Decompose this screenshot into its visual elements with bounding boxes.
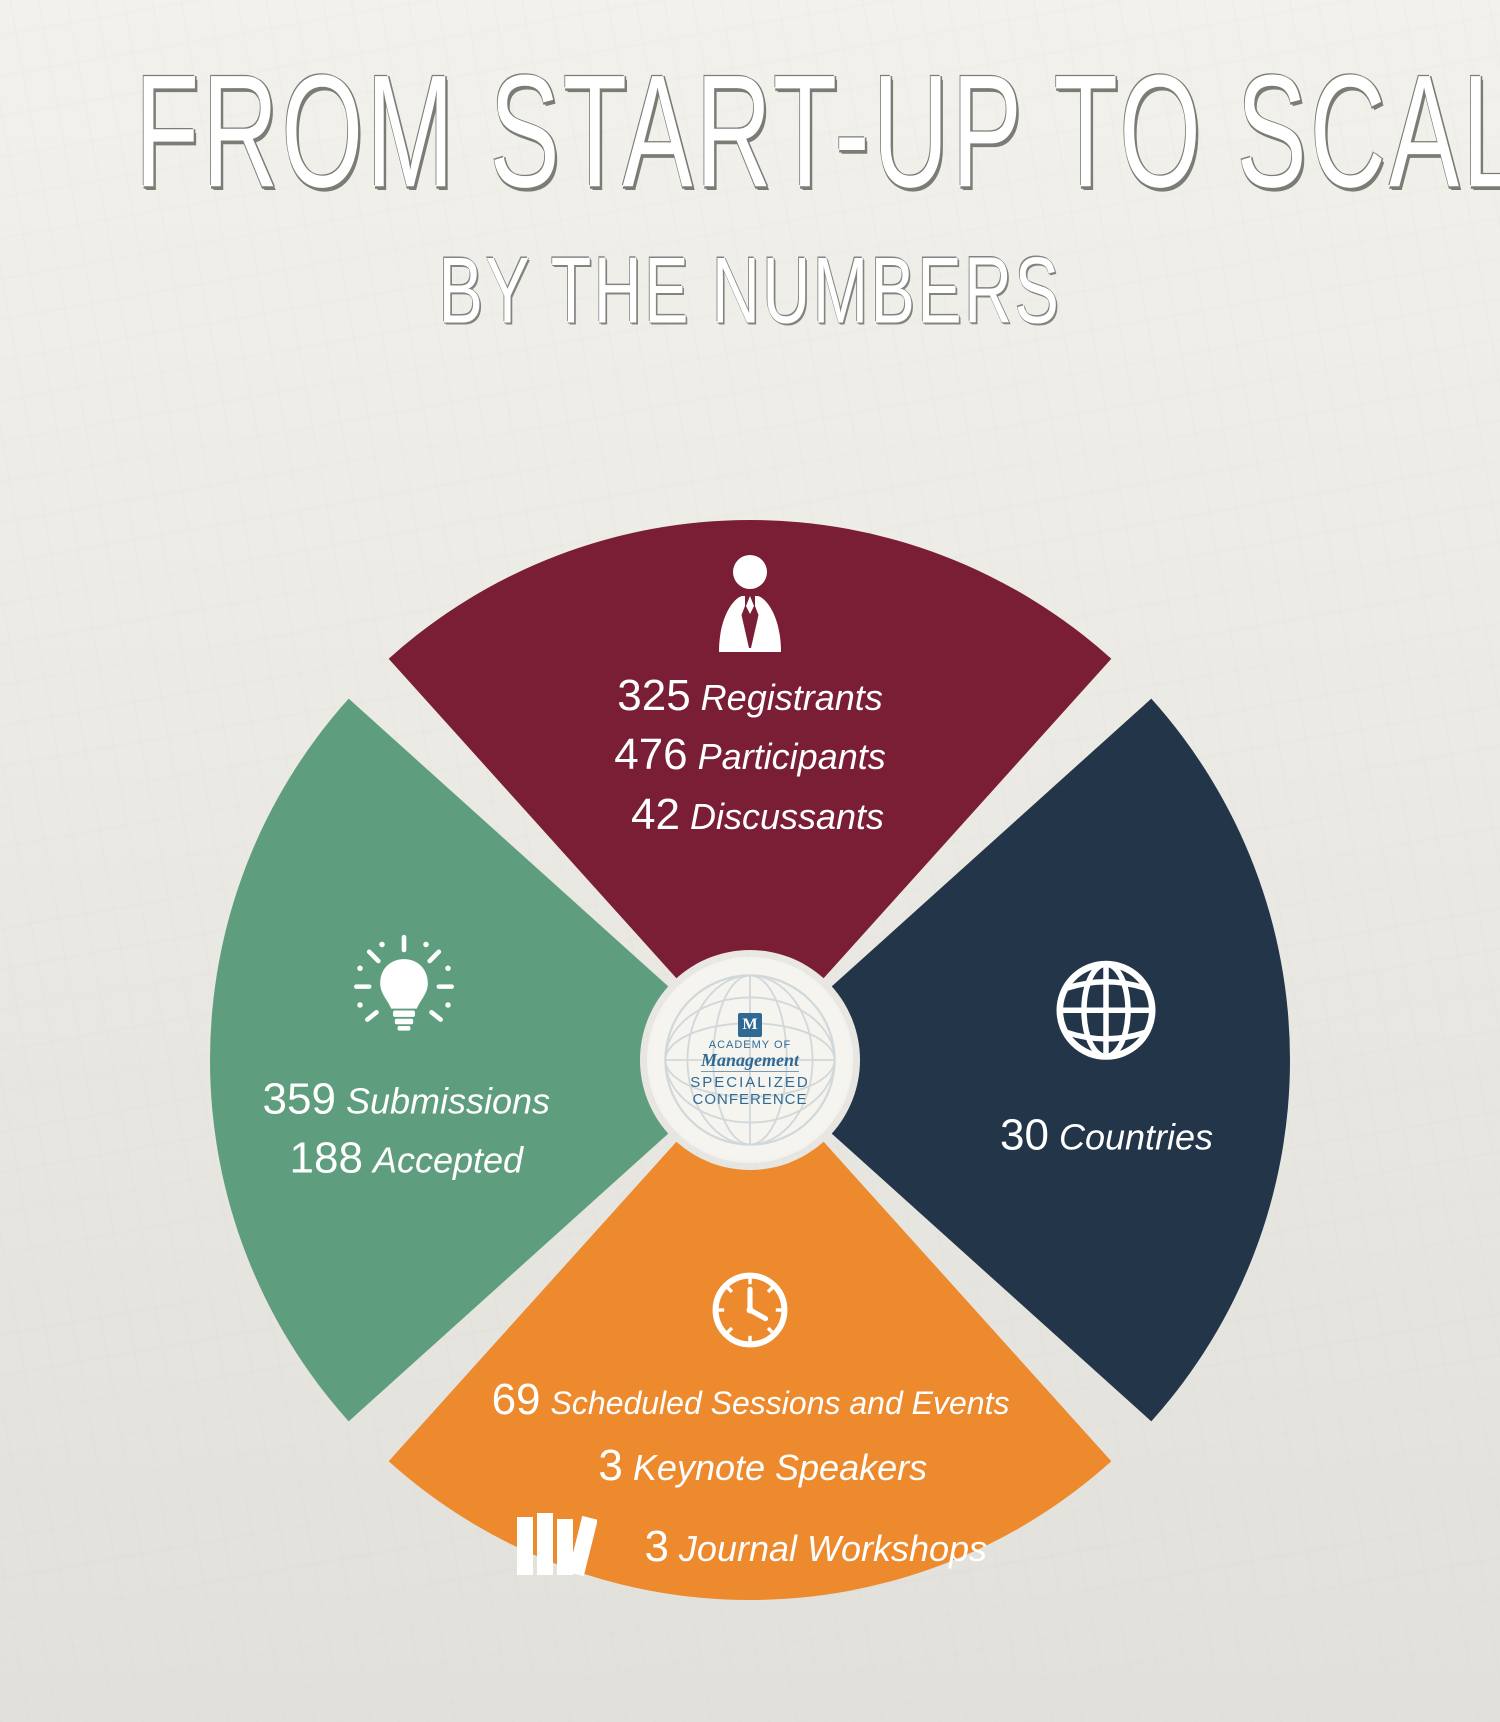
hub-line-3: SPECIALIZED <box>690 1074 810 1091</box>
books-icon <box>513 1509 597 1584</box>
stat-number: 42 <box>616 785 680 844</box>
stat-row: 359Submissions <box>214 1070 594 1129</box>
hub-logo-mark: M <box>738 1013 762 1037</box>
stat-number: 359 <box>258 1070 336 1129</box>
stat-row: 325 Registrants <box>540 666 960 725</box>
stat-label: Countries <box>1059 1116 1213 1157</box>
stat-number: 3 <box>619 1522 669 1572</box>
stat-number: 325 <box>617 666 690 725</box>
stat-number: 3 <box>573 1433 623 1499</box>
hub-logo: M ACADEMY OF Management SPECIALIZED CONF… <box>690 1013 810 1108</box>
segment-people: 325 Registrants 476 Participants 42Discuss… <box>540 552 960 844</box>
hub-line-2: Management <box>701 1051 799 1072</box>
stat-label: Discussants <box>690 796 884 837</box>
stat-number: 30 <box>999 1105 1049 1164</box>
stat-row: 69 Scheduled Sessions and Events <box>430 1367 1070 1433</box>
center-hub: M ACADEMY OF Management SPECIALIZED CONF… <box>650 960 850 1160</box>
stat-row: 3Keynote Speakers <box>430 1433 1070 1499</box>
stat-label: Submissions <box>346 1081 550 1122</box>
stat-row: 3Journal Workshops <box>430 1509 1070 1584</box>
stat-number: 69 <box>491 1367 541 1433</box>
stat-label: Registrants <box>701 677 883 718</box>
stat-row: 476 Participants <box>540 725 960 784</box>
page-title: FROM START-UP TO SCALE-UP <box>135 40 1365 224</box>
stat-label: Journal Workshops <box>679 1528 987 1569</box>
hub-line-4: CONFERENCE <box>692 1091 807 1108</box>
radial-chart: M ACADEMY OF Management SPECIALIZED CONF… <box>160 470 1340 1650</box>
hub-line-1: ACADEMY OF <box>709 1039 792 1051</box>
segment-countries: 30Countries <box>926 955 1286 1164</box>
stat-label: Keynote Speakers <box>633 1447 927 1488</box>
globe-icon <box>926 955 1286 1065</box>
infographic-stage: FROM START-UP TO SCALE-UP BY THE NUMBERS… <box>0 0 1500 1722</box>
stat-label: Scheduled Sessions and Events <box>551 1385 1010 1421</box>
stat-row: 188Accepted <box>214 1129 594 1188</box>
title-block: FROM START-UP TO SCALE-UP BY THE NUMBERS <box>0 40 1500 336</box>
stat-row: 30Countries <box>926 1105 1286 1164</box>
page-subtitle: BY THE NUMBERS <box>113 236 1388 345</box>
person-icon <box>540 552 960 652</box>
stat-label: Accepted <box>373 1140 523 1181</box>
stat-row: 42Discussants <box>540 785 960 844</box>
clock-icon <box>430 1267 1070 1353</box>
segment-submissions: 359Submissions 188Accepted <box>214 932 594 1189</box>
stat-number: 188 <box>285 1129 363 1188</box>
bulb-icon <box>214 932 594 1042</box>
stat-number: 476 <box>614 725 687 784</box>
segment-schedule: 69Scheduled Sessions and Events 3Keynote… <box>430 1267 1070 1584</box>
stat-label: Participants <box>698 736 886 777</box>
